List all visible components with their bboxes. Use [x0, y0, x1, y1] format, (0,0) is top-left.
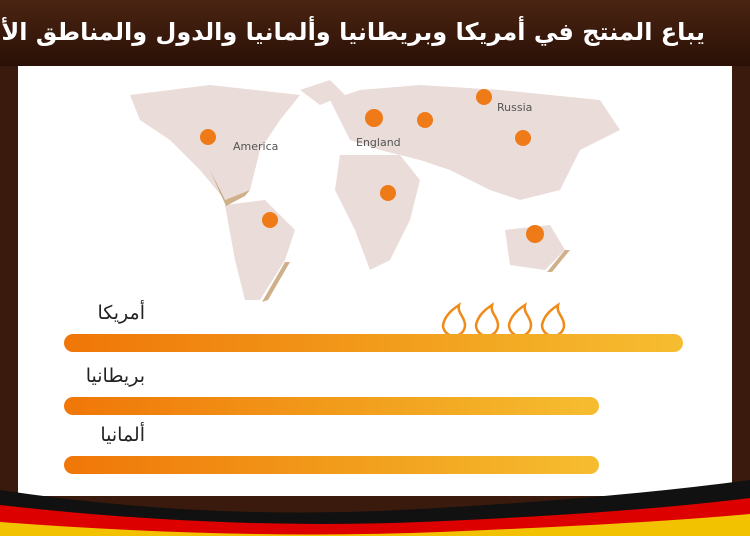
bar [64, 397, 599, 415]
bar [64, 456, 599, 474]
map-label: Russia [497, 101, 532, 114]
map-label: America [233, 140, 278, 153]
title: يباع المنتج في أمريكا وبريطانيا وألمانيا… [0, 18, 705, 46]
pins [200, 89, 544, 243]
header: يباع المنتج في أمريكا وبريطانيا وألمانيا… [0, 0, 750, 66]
bar-label: أمريكا [97, 302, 145, 324]
continents [130, 80, 620, 300]
bar-label: بريطانيا [85, 365, 145, 387]
flag-wave [0, 480, 750, 536]
flame-icons [441, 302, 566, 338]
bar [64, 334, 683, 352]
map-shadow [210, 170, 570, 302]
map-label: England [356, 136, 401, 149]
bar-label: ألمانيا [100, 424, 145, 446]
